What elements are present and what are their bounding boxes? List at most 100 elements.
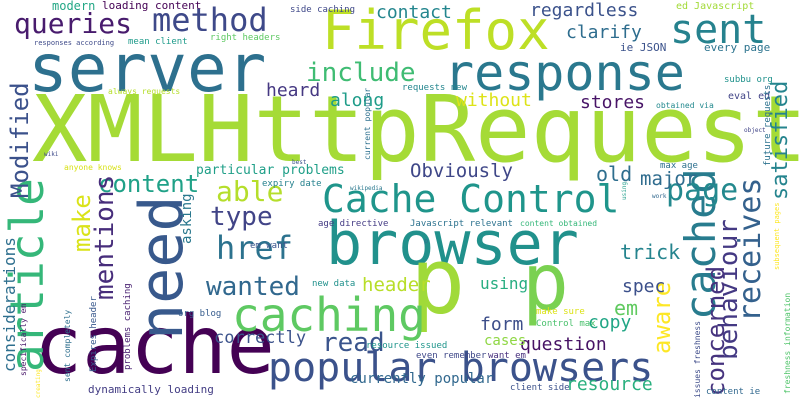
word-resource-issued: resource issued (366, 341, 448, 351)
word-mean-client: mean client (128, 37, 188, 47)
word-spec: spec (622, 276, 666, 297)
word-cases: cases (484, 333, 527, 349)
word-content: content (98, 170, 200, 198)
word-requests-new: requests new (402, 83, 468, 93)
word-header: header (362, 274, 431, 296)
word-obtained-via: obtained via (656, 101, 714, 110)
word-new-data: new data (312, 279, 356, 289)
word-response: response (444, 44, 685, 102)
word-ed-javascript: ed Javascript (676, 1, 755, 12)
word-using: using (480, 274, 529, 293)
word-cache-control: Cache Control (322, 177, 620, 221)
word-clarify: clarify (566, 22, 642, 43)
word-specifically-em: specifically em (19, 303, 28, 376)
word-using-vertical: using (621, 181, 628, 200)
word-wiki: wiki (44, 151, 59, 158)
word-work: work (652, 193, 667, 200)
word-make-sure: make sure (536, 307, 585, 317)
word-age-directive: age directive (318, 219, 389, 229)
word-obviously: Obviously (410, 160, 513, 182)
word-every-page: every page (704, 41, 771, 54)
word-expiry-date: expiry date (262, 179, 322, 189)
word-currently-popular: currently popular (350, 371, 494, 387)
word-subbu-org: subbu org (724, 75, 773, 85)
word-considerations: considerations (0, 237, 19, 372)
word-current-popular: current popular (363, 87, 372, 160)
word-even-remember: even remember (416, 351, 487, 361)
word-stores: stores (580, 92, 646, 113)
word-browser: browser (326, 209, 579, 279)
word-anyone-knows: anyone knows (64, 163, 122, 172)
word-firefox: Firefox (322, 0, 550, 62)
word-creating: creating (35, 369, 42, 398)
word-issues-freshness: issues freshness (693, 320, 702, 398)
word-server: server (28, 30, 267, 107)
word-resource: resource (566, 374, 653, 395)
word-always-requests: always requests (108, 87, 181, 96)
word-subsequent-pages: subsequent pages (773, 202, 781, 270)
word-along: along (330, 90, 385, 111)
word-without: without (456, 90, 532, 111)
word-popular-browsers: popular browsers (268, 345, 654, 391)
word-read: read (322, 328, 385, 358)
word-old: old (596, 162, 633, 186)
word-form: form (480, 314, 524, 335)
word-sent: sent (670, 7, 767, 53)
word-caching: caching (232, 288, 426, 342)
word-client-side: client side (510, 383, 570, 393)
word-wikipedia: wikipedia (350, 185, 383, 192)
word-queries: queries (14, 7, 133, 40)
word-trick: trick (620, 240, 681, 264)
word-copy: copy (588, 312, 632, 333)
word-able: able (216, 175, 284, 208)
word-org-blog: org blog (178, 309, 222, 319)
word-responses-according: responses according (34, 39, 115, 47)
word-max-age: max age (660, 161, 698, 171)
word-p-large: p (410, 228, 466, 335)
word-p-small: p (424, 237, 429, 245)
word-href: href (216, 229, 294, 267)
word-sent-completely: sent completely (63, 309, 72, 382)
word-eval-ed: eval ed (728, 91, 771, 102)
word-best: best (292, 159, 307, 166)
word-mentions: mentions (90, 174, 120, 300)
word-modified: Modified (6, 82, 34, 198)
word-contact: contact (376, 2, 452, 23)
word-particular-problems: particular problems (196, 163, 345, 178)
word-ie-json: ie JSON (620, 41, 667, 54)
word-javascript-relevant: Javascript relevant (410, 219, 513, 229)
word-content-ie: content ie (706, 387, 761, 397)
word-problems-caching: problems caching (123, 283, 133, 370)
word-modern: modern (52, 0, 96, 13)
word-concerned: concerned (702, 265, 730, 396)
word-right-headers: right headers (210, 33, 281, 43)
word-heard: heard (266, 80, 321, 101)
word-cache: cache (34, 299, 275, 392)
word-content-obtained: content obtained (520, 219, 598, 228)
word-p-medium: p (522, 238, 569, 328)
word-loading-content: loading content (102, 0, 202, 12)
word-wanted: wanted (206, 272, 300, 302)
word-control-max: Control max (536, 319, 596, 329)
word-correctly: correctly (214, 328, 307, 348)
word-want-em: want em (488, 351, 526, 361)
word-satisfied: satisfied (768, 80, 793, 200)
word-question: question (520, 334, 607, 355)
word-include: include (306, 58, 416, 88)
word-em-want: em want (250, 241, 288, 251)
word-method: method (152, 1, 268, 39)
word-regardless: regardless (530, 0, 639, 21)
word-xmlhttprequest: XMLHttpRequest (32, 76, 800, 183)
word-asking: asking (179, 193, 195, 244)
word-em: em (614, 296, 639, 320)
word-expires-header: Expires header (89, 296, 99, 372)
word-dynamically-loading: dynamically loading (88, 383, 214, 396)
word-type: type (210, 202, 273, 232)
word-future-requests: future requests (763, 84, 773, 166)
word-side-caching: side caching (290, 5, 356, 15)
word-page: page (666, 173, 739, 208)
word-major: major (640, 168, 698, 190)
word-object: object (744, 127, 766, 134)
word-freshness-information: freshness information (783, 292, 792, 394)
